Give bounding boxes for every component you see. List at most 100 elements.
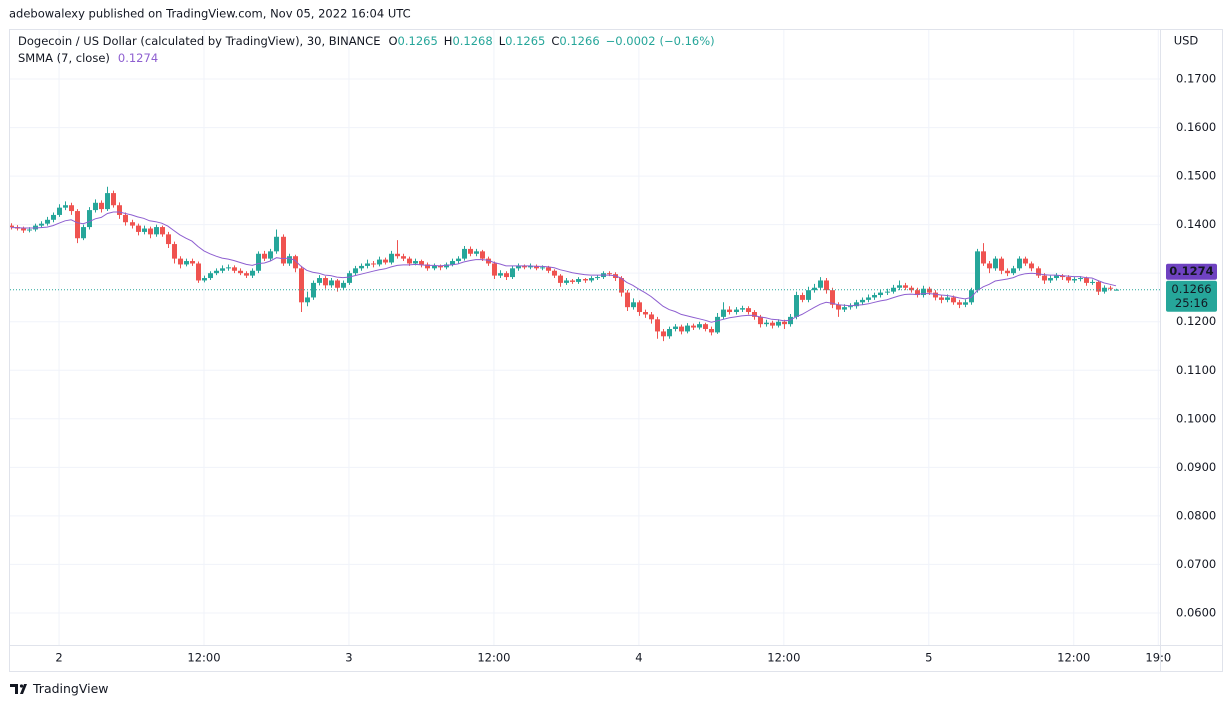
candle-body: [1011, 268, 1016, 274]
candle-body: [184, 261, 189, 265]
candle-body: [927, 288, 932, 293]
candle-body: [878, 292, 883, 296]
ohlc-value: 0.1265: [505, 34, 545, 48]
candle-body: [649, 314, 654, 320]
candle-body: [317, 278, 322, 283]
candle-body: [576, 279, 581, 282]
candle-body: [631, 302, 636, 308]
candle-body: [136, 225, 141, 232]
watermark-text: TradingView: [32, 681, 109, 696]
candle-body: [570, 280, 575, 282]
candle-body: [117, 205, 122, 215]
candle-body: [51, 214, 56, 220]
candle-body: [963, 302, 968, 305]
candle-body: [836, 304, 841, 310]
candle-body: [268, 251, 273, 259]
candle-body: [854, 302, 859, 307]
candle-body: [238, 270, 243, 274]
x-tick-label: 12:00: [187, 651, 220, 665]
candle-body: [196, 263, 201, 281]
ohlc-letter: O: [388, 34, 397, 48]
ohlc-value: 0.1268: [452, 34, 492, 48]
candle-body: [87, 210, 92, 228]
candle-body: [93, 202, 98, 211]
last-price-tag: [1166, 280, 1217, 312]
ohlc-value: 0.1265: [398, 34, 438, 48]
indicator-value: 0.1274: [118, 51, 158, 65]
candle-body: [625, 292, 630, 308]
candle-body: [1066, 277, 1071, 281]
candle-body: [220, 268, 225, 271]
candle-body: [377, 259, 382, 265]
change-percent: (−0.16%): [660, 34, 715, 48]
candle-body: [293, 256, 298, 269]
watermark-logo: [10, 684, 27, 694]
candle-body: [486, 258, 491, 264]
candle-body: [540, 267, 545, 269]
candle-body: [806, 290, 811, 300]
candle-body: [897, 285, 902, 288]
candle-body: [407, 258, 412, 264]
candle-body: [335, 280, 340, 288]
candle-body: [262, 253, 267, 259]
x-tick-label: 19:0: [1145, 651, 1171, 665]
watermark: TradingView: [10, 681, 109, 696]
candle-body: [866, 297, 871, 300]
candle-body: [111, 193, 116, 206]
candle-body: [57, 207, 62, 215]
candle-body: [842, 307, 847, 310]
candle-body: [915, 290, 920, 296]
candle-body: [794, 295, 799, 317]
candle-body: [401, 256, 406, 259]
candle-body: [637, 302, 642, 313]
candle-body: [456, 258, 461, 262]
y-tick-label: 0.1600: [1176, 120, 1216, 134]
candle-body: [800, 295, 805, 300]
candle-body: [63, 205, 68, 208]
candle-body: [921, 288, 926, 296]
grid: [10, 30, 1160, 645]
candle-body: [438, 265, 443, 268]
candle-body: [214, 270, 219, 274]
candle-body: [522, 265, 527, 268]
y-tick-label: 0.1500: [1176, 169, 1216, 183]
y-tick-label: 0.1100: [1176, 363, 1216, 377]
candle-body: [655, 319, 660, 332]
candle-body: [130, 222, 135, 226]
candle-body: [256, 253, 261, 271]
indicator-tag: [1166, 263, 1217, 280]
x-tick-label: 12:00: [477, 651, 510, 665]
candle-body: [552, 270, 557, 276]
candle-body: [232, 267, 237, 271]
candle-body: [685, 325, 690, 332]
candle-body: [770, 322, 775, 326]
candle-body: [389, 253, 394, 263]
plot: [9, 186, 1160, 342]
candle-body: [419, 261, 424, 265]
candle-body: [872, 295, 877, 298]
candle-body: [691, 325, 696, 328]
byline: adebowalexy published on TradingView.com…: [9, 7, 411, 21]
candle-body: [172, 244, 177, 259]
symbol-legend: Dogecoin / US Dollar (calculated by Trad…: [18, 34, 715, 48]
candle-body: [202, 278, 207, 281]
candle-body: [444, 264, 449, 268]
candle-body: [709, 329, 714, 333]
candle-body: [510, 268, 515, 278]
y-tick-label: 0.0600: [1176, 605, 1216, 619]
x-tick-label: 2: [55, 651, 62, 665]
candle-body: [1072, 279, 1077, 281]
candle-body: [154, 227, 159, 235]
axes: 0.17000.16000.15000.14000.13000.12000.11…: [55, 72, 1216, 665]
candle-body: [969, 290, 974, 303]
candle-body: [395, 253, 400, 257]
candle-body: [69, 205, 74, 212]
y-tick-label: 0.0900: [1176, 460, 1216, 474]
candle-body: [142, 228, 147, 232]
candle-body: [341, 282, 346, 288]
candle-body: [679, 326, 684, 332]
candle-body: [287, 256, 292, 264]
candle-body: [166, 234, 171, 245]
last-price-label: 0.1266: [1171, 282, 1211, 296]
